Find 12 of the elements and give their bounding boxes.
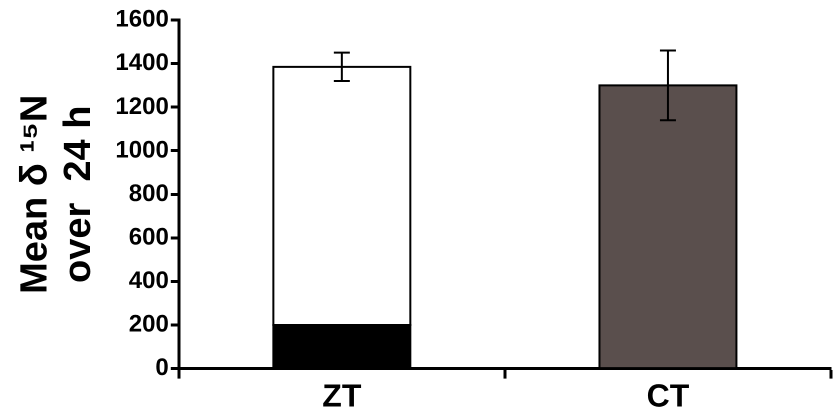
y-tick-label: 400 [128, 267, 169, 294]
y-axis-title: Mean δ ¹⁵N over 24 h [13, 94, 100, 294]
y-tick-label: 600 [128, 224, 169, 250]
y-tick-label: 1000 [115, 136, 169, 164]
x-tick-label: CT [646, 378, 690, 414]
y-tick-label: 800 [128, 180, 169, 207]
y-tick-label: 1600 [115, 6, 169, 33]
x-tick-label: ZT [322, 378, 362, 414]
y-tick-label: 200 [128, 310, 169, 338]
y-tick-label: 0 [155, 354, 169, 382]
y-tick-label: 1400 [115, 49, 169, 76]
y-tick-label: 1200 [115, 92, 169, 120]
